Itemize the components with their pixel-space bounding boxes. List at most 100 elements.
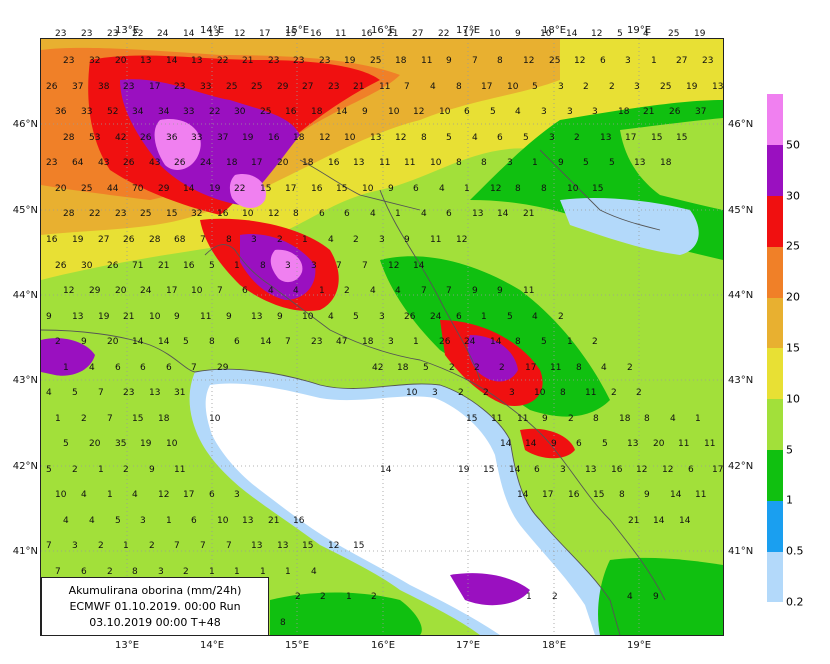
- precip-value: 13: [208, 29, 220, 39]
- precip-value: 3: [140, 516, 146, 526]
- precip-value: 2: [107, 567, 113, 577]
- precip-value: 33: [183, 107, 195, 117]
- precip-value: 1: [234, 567, 240, 577]
- precip-value: 18: [302, 158, 314, 168]
- precip-value: 12: [591, 29, 603, 39]
- precip-value: 23: [311, 337, 323, 347]
- precip-value: 1: [526, 592, 532, 602]
- precip-value: 5: [583, 158, 589, 168]
- precip-value: 68: [174, 235, 186, 245]
- precip-value: 30: [234, 107, 246, 117]
- precip-value: 17: [542, 490, 554, 500]
- precip-value: 20: [55, 184, 67, 194]
- lat-label-right-45: 45°N: [728, 205, 754, 216]
- precip-value: 13: [472, 209, 484, 219]
- precip-value: 1: [481, 312, 487, 322]
- precip-value: 2: [474, 363, 480, 373]
- precip-value: 15: [285, 29, 297, 39]
- precip-value: 5: [63, 439, 69, 449]
- precip-value: 1: [209, 567, 215, 577]
- colorbar-label: 0.5: [786, 544, 804, 558]
- precip-value: 17: [463, 29, 475, 39]
- precip-value: 3: [625, 56, 631, 66]
- precip-value: 11: [585, 388, 597, 398]
- precip-value: 42: [115, 133, 127, 143]
- precip-value: 6: [464, 107, 470, 117]
- lat-label-43: 43°N: [12, 375, 38, 386]
- precip-value: 6: [115, 363, 121, 373]
- colorbar: [767, 94, 783, 603]
- precip-value: 9: [542, 414, 548, 424]
- precip-value: 10: [344, 133, 356, 143]
- precip-value: 21: [643, 107, 655, 117]
- precip-value: 12: [662, 465, 674, 475]
- precip-value: 20: [277, 158, 289, 168]
- precip-value: 18: [226, 158, 238, 168]
- precip-value: 25: [549, 56, 561, 66]
- precip-value: 14: [517, 490, 529, 500]
- precip-value: 42: [372, 363, 384, 373]
- precip-value: 1: [567, 337, 573, 347]
- precip-value: 7: [217, 286, 223, 296]
- colorbar-segment: [767, 398, 783, 451]
- precip-value: 2: [609, 82, 615, 92]
- precip-value: 7: [226, 541, 232, 551]
- precip-value: 14: [679, 516, 691, 526]
- precip-value: 28: [63, 133, 75, 143]
- precip-value: 18: [362, 337, 374, 347]
- precip-value: 13: [72, 312, 84, 322]
- precip-value: 11: [550, 363, 562, 373]
- precip-value: 9: [277, 312, 283, 322]
- precip-value: 12: [63, 286, 75, 296]
- precip-30-50: [120, 79, 300, 205]
- precip-value: 13: [242, 516, 254, 526]
- precip-value: 17: [712, 465, 724, 475]
- precip-value: 8: [593, 414, 599, 424]
- precip-value: 2: [568, 414, 574, 424]
- precip-value: 8: [260, 261, 266, 271]
- precip-value: 8: [456, 158, 462, 168]
- precip-value: 19: [344, 56, 356, 66]
- precip-value: 28: [149, 235, 161, 245]
- precip-value: 9: [81, 337, 87, 347]
- precip-value: 25: [660, 82, 672, 92]
- precip-value: 3: [251, 235, 257, 245]
- precip-value: 3: [379, 235, 385, 245]
- precip-value: 4: [532, 312, 538, 322]
- precip-value: 11: [430, 235, 442, 245]
- precip-value: 8: [481, 158, 487, 168]
- precip-value: 3: [311, 261, 317, 271]
- colorbar-label: 25: [786, 239, 800, 253]
- precip-value: 22: [132, 29, 144, 39]
- precip-value: 1: [107, 490, 113, 500]
- precip-value: 2: [499, 363, 505, 373]
- precip-value: 14: [413, 261, 425, 271]
- precip-value: 64: [72, 158, 84, 168]
- precip-value: 23: [319, 56, 331, 66]
- precip-50-plus-a: [154, 119, 201, 170]
- precip-value: 2: [81, 414, 87, 424]
- precip-value: 12: [319, 133, 331, 143]
- precip-value: 47: [336, 337, 348, 347]
- precip-value: 25: [251, 82, 263, 92]
- precip-value: 8: [456, 82, 462, 92]
- precip-value: 8: [541, 184, 547, 194]
- precip-value: 18: [158, 414, 170, 424]
- precip-value: 4: [601, 363, 607, 373]
- precip-value: 15: [132, 414, 144, 424]
- precip-value: 1: [260, 567, 266, 577]
- precip-value: 4: [46, 388, 52, 398]
- precip-value: 7: [285, 337, 291, 347]
- precip-value: 15: [676, 133, 688, 143]
- precip-value: 11: [200, 312, 212, 322]
- precip-value: 13: [140, 56, 152, 66]
- precip-value: 3: [379, 312, 385, 322]
- precip-value: 4: [472, 133, 478, 143]
- precip-value: 9: [174, 312, 180, 322]
- precip-value: 10: [439, 107, 451, 117]
- precip-value: 14: [509, 465, 521, 475]
- precip-value: 1: [464, 184, 470, 194]
- precip-value: 20: [115, 56, 127, 66]
- precip-value: 25: [370, 56, 382, 66]
